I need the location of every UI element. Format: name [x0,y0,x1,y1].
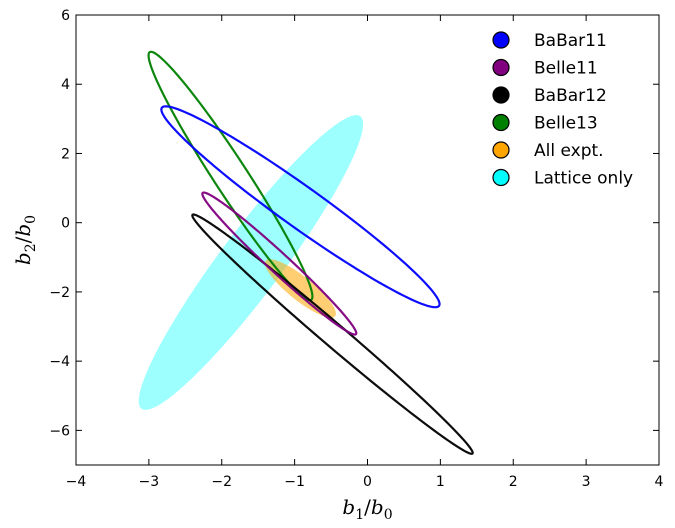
y-tick-label: −2 [49,285,70,301]
contour-babar12 [191,213,474,455]
y-axis-label: b2/b0 [11,215,39,265]
legend: BaBar11 Belle11 BaBar12 Belle13 All expt. Lat… [492,31,633,189]
legend-label: All expt. [534,141,604,161]
y-tick-label: 2 [61,146,70,162]
legend-item-babar11: BaBar11 [492,31,607,51]
legend-label: Belle13 [534,114,598,134]
legend-marker [492,141,510,159]
x-tick-label: −3 [139,474,160,490]
y-tick-label: 6 [61,8,70,24]
legend-label: Belle11 [534,59,598,79]
legend-item-belle13: Belle13 [492,113,598,134]
ticks-layer: −4 −3 −2 −1 0 1 2 3 4 6 4 2 0 −2 −4 −6 [49,8,663,490]
x-tick-label: 3 [582,474,591,490]
legend-item-all-expt: All expt. [492,141,604,161]
legend-marker [492,31,510,49]
contour-babar11 [160,105,441,309]
x-tick-label: 4 [655,474,664,490]
legend-item-lattice-only: Lattice only [492,168,633,189]
y-tick-label: −4 [49,354,70,370]
contour-all-expt [265,259,336,318]
x-tick-label: 0 [363,474,372,490]
y-tick-label: −6 [49,423,70,439]
y-tick-label: 0 [61,216,70,232]
legend-label: BaBar11 [534,31,607,51]
x-tick-label: 2 [509,474,518,490]
x-tick-label: −4 [66,474,87,490]
contour-belle11 [201,191,358,336]
x-tick-label: −2 [211,474,232,490]
series-layer [138,50,474,455]
legend-label: BaBar12 [534,86,607,106]
legend-marker [492,86,510,104]
legend-label: Lattice only [534,169,633,189]
contour-belle13 [147,50,314,302]
x-tick-label: 1 [436,474,445,490]
contour-lattice-only [138,115,364,410]
legend-marker [492,168,510,187]
x-axis-label: b1/b0 [342,495,392,523]
legend-marker [492,58,510,77]
y-tick-label: 4 [61,77,70,93]
x-tick-label: −1 [284,474,305,490]
legend-item-babar12: BaBar12 [492,86,607,106]
legend-marker [492,113,510,132]
legend-item-belle11: Belle11 [492,58,598,79]
